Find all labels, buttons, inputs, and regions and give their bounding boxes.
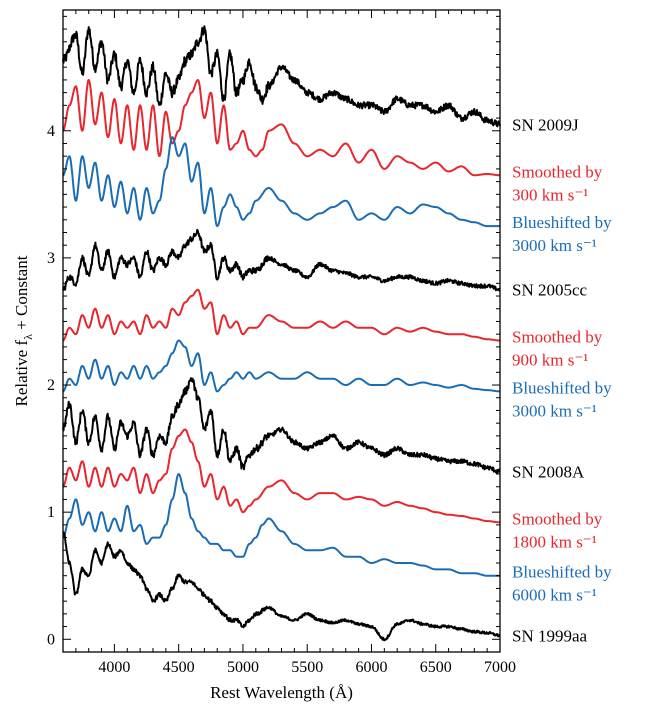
- series-label-4-line-1: 900 km s⁻¹: [512, 351, 588, 370]
- x-tick-label: 5000: [227, 659, 259, 676]
- x-axis-label: Rest Wavelength (Å): [210, 683, 353, 702]
- y-axis-label-rest: + Constant: [12, 255, 31, 334]
- series-label-1-line-1: 300 km s⁻¹: [512, 185, 588, 204]
- series-labels: SN 2009J Smoothed by 300 km s⁻¹ Blueshifted…: [512, 115, 612, 645]
- series-line-3: [62, 228, 501, 292]
- series-label-8-line-0: Blueshifted by: [512, 563, 612, 582]
- series-line-8: [62, 473, 501, 577]
- y-tick-label: 3: [47, 250, 55, 267]
- series-label-4-line-0: Smoothed by: [512, 328, 603, 347]
- x-tick-label: 4500: [163, 659, 195, 676]
- series-line-9: [62, 531, 501, 642]
- series-label-5-line-0: Blueshifted by: [512, 378, 612, 397]
- series-label-0-line-0: SN 2009J: [512, 115, 579, 134]
- y-tick-label: 4: [47, 123, 55, 140]
- series-label-7-line-0: Smoothed by: [512, 509, 603, 528]
- y-axis-label: Relative fλ + Constant: [12, 255, 35, 406]
- series-layer: [62, 25, 501, 642]
- series-label-5-line-1: 3000 km s⁻¹: [512, 401, 597, 420]
- series-label-8-line-1: 6000 km s⁻¹: [512, 586, 597, 605]
- axis-ticks: 4000 4500 5000 5500 6000 6500 7000 0 1 2 3 4: [47, 10, 516, 676]
- y-tick-label: 0: [47, 631, 55, 648]
- series-label-1-line-0: Smoothed by: [512, 162, 603, 181]
- series-label-9-line-0: SN 1999aa: [512, 626, 588, 645]
- x-tick-label: 7000: [484, 659, 516, 676]
- y-tick-label: 1: [47, 504, 55, 521]
- series-line-6: [62, 377, 501, 474]
- series-line-7: [62, 428, 501, 524]
- x-tick-label: 6500: [420, 659, 452, 676]
- series-label-2-line-1: 3000 km s⁻¹: [512, 236, 597, 255]
- series-label-3-line-0: SN 2005cc: [512, 281, 588, 300]
- series-line-0: [62, 25, 501, 128]
- x-tick-label: 4000: [98, 659, 130, 676]
- series-line-2: [62, 136, 501, 228]
- y-axis-label-main: Relative f: [12, 340, 31, 407]
- x-tick-label: 5500: [291, 659, 323, 676]
- x-tick-label: 6000: [355, 659, 387, 676]
- series-label-7-line-1: 1800 km s⁻¹: [512, 532, 597, 551]
- series-line-1: [62, 78, 501, 177]
- y-axis-label-subscript: λ: [21, 334, 35, 340]
- series-label-6-line-0: SN 2008A: [512, 462, 585, 481]
- series-line-5: [62, 339, 501, 393]
- y-tick-label: 2: [47, 377, 55, 394]
- series-label-2-line-0: Blueshifted by: [512, 213, 612, 232]
- series-line-4: [62, 288, 501, 342]
